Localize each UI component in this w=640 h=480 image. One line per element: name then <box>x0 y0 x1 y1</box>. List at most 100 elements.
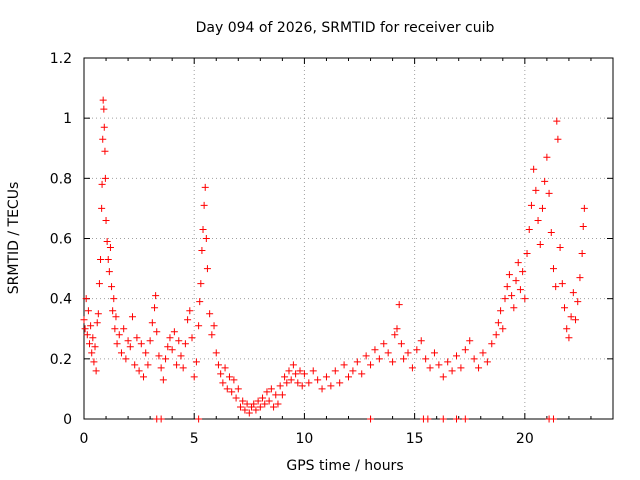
data-point <box>453 352 461 360</box>
x-tick-label: 5 <box>190 431 199 447</box>
grid-lines <box>84 58 613 419</box>
data-point <box>188 334 196 342</box>
data-point <box>214 361 222 369</box>
data-point <box>367 361 375 369</box>
data-point <box>99 96 107 104</box>
data-point <box>340 361 348 369</box>
data-point <box>265 397 273 405</box>
y-tick-label: 1.2 <box>50 51 72 67</box>
data-point <box>201 183 209 191</box>
data-point <box>272 391 280 399</box>
data-point <box>380 340 388 348</box>
data-point <box>173 361 181 369</box>
data-point <box>239 397 247 405</box>
data-point <box>142 349 150 357</box>
data-point <box>276 382 284 390</box>
data-point <box>208 331 216 339</box>
data-point <box>545 189 553 197</box>
data-point <box>574 298 582 306</box>
data-point <box>435 361 443 369</box>
data-point <box>87 322 95 330</box>
data-point <box>563 325 571 333</box>
data-point <box>181 340 189 348</box>
data-point <box>536 241 544 249</box>
data-point <box>552 283 560 291</box>
data-point <box>212 349 220 357</box>
data-point <box>578 250 586 258</box>
data-point <box>148 319 156 327</box>
data-point <box>534 216 542 224</box>
axis-ticks <box>83 57 613 420</box>
data-point <box>91 343 99 351</box>
data-point <box>309 367 317 375</box>
data-point <box>519 268 527 276</box>
y-tick-label: 0.8 <box>50 171 72 187</box>
data-point <box>117 349 125 357</box>
data-point <box>241 406 249 414</box>
data-point <box>90 358 98 366</box>
data-point <box>395 301 403 309</box>
data-point <box>177 352 185 360</box>
data-point <box>230 376 238 384</box>
data-point <box>296 367 304 375</box>
data-point <box>503 283 511 291</box>
data-point <box>101 174 109 182</box>
y-tick-label: 0.6 <box>50 232 72 248</box>
data-point <box>349 367 357 375</box>
data-point <box>97 256 105 264</box>
data-point <box>505 271 513 279</box>
data-point <box>413 346 421 354</box>
data-point <box>516 286 524 294</box>
data-point <box>192 358 200 366</box>
data-point <box>152 292 160 300</box>
data-point <box>554 135 562 143</box>
data-point <box>457 364 465 372</box>
data-point <box>274 400 282 408</box>
data-point <box>81 325 89 333</box>
data-point <box>151 304 159 312</box>
data-point <box>100 105 108 113</box>
data-point <box>259 394 267 402</box>
y-axis-label: SRMTID / TECUs <box>6 182 22 295</box>
data-point <box>190 373 198 381</box>
data-point <box>466 337 474 345</box>
data-point <box>530 165 538 173</box>
data-point <box>144 361 152 369</box>
data-point <box>285 367 293 375</box>
data-point <box>256 403 264 411</box>
data-point <box>556 244 564 252</box>
data-point <box>219 379 227 387</box>
data-point <box>166 334 174 342</box>
data-point <box>543 153 551 161</box>
data-point <box>88 349 96 357</box>
data-point <box>254 397 262 405</box>
data-point <box>206 310 214 318</box>
flag-point <box>424 415 432 423</box>
data-point <box>300 370 308 378</box>
data-point <box>105 268 113 276</box>
data-point <box>210 322 218 330</box>
data-point <box>108 283 116 291</box>
data-point <box>217 370 225 378</box>
data-point <box>538 204 546 212</box>
data-point <box>565 334 573 342</box>
flag-point <box>157 415 165 423</box>
data-point <box>104 256 112 264</box>
data-point <box>336 379 344 387</box>
flag-point <box>195 415 203 423</box>
data-point <box>137 340 145 348</box>
data-point <box>532 186 540 194</box>
data-point <box>95 280 103 288</box>
data-point <box>549 265 557 273</box>
y-tick-label: 0.4 <box>50 292 72 308</box>
data-point <box>199 225 207 233</box>
data-point <box>128 313 136 321</box>
flag-point <box>453 415 461 423</box>
data-point <box>278 391 286 399</box>
data-point <box>131 361 139 369</box>
data-point <box>223 385 231 393</box>
data-point <box>576 274 584 282</box>
data-point <box>153 328 161 336</box>
data-point <box>514 259 522 267</box>
x-tick-labels: 0 5 10 15 20 <box>80 431 534 447</box>
